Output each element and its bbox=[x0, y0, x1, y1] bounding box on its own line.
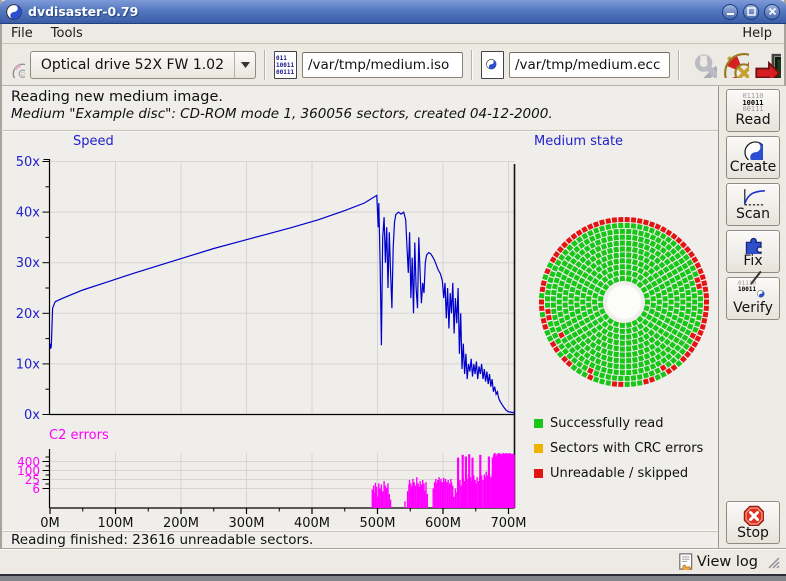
puzzle-icon bbox=[743, 235, 763, 254]
stop-button[interactable]: Stop bbox=[726, 501, 780, 544]
svg-text:0x: 0x bbox=[24, 408, 40, 423]
create-button[interactable]: Create bbox=[726, 136, 780, 179]
read-button[interactable]: 01110 10011 00111 Read bbox=[726, 89, 780, 132]
main-panel: Reading new medium image. Medium "Exampl… bbox=[3, 86, 719, 548]
svg-text:100M: 100M bbox=[97, 516, 133, 531]
create-yinyang-icon bbox=[744, 141, 763, 160]
stop-octagon-icon bbox=[743, 505, 764, 526]
optical-drive-icon bbox=[12, 51, 25, 78]
close-icon bbox=[768, 7, 776, 16]
chart-area: 0x 10x 20x 30x 40x 50x 6 25 100 400 0M 100M 200M 300M… bbox=[3, 131, 718, 531]
exit-door-icon bbox=[755, 52, 781, 78]
log-document-icon bbox=[677, 553, 694, 570]
status-line2: Medium "Example disc": CD-ROM mode 1, 36… bbox=[11, 106, 553, 122]
svg-text:700M: 700M bbox=[490, 516, 526, 531]
window-bottom-edge bbox=[0, 574, 786, 581]
statusbar: View log bbox=[0, 548, 786, 574]
medium-state-title: Medium state bbox=[534, 134, 624, 149]
verify-icon: 01110 10011 bbox=[738, 270, 768, 301]
svg-text:200M: 200M bbox=[163, 516, 199, 531]
legend-swatch-red bbox=[534, 469, 543, 478]
scan-plot-icon bbox=[741, 188, 765, 207]
chevron-down-icon bbox=[240, 61, 250, 68]
svg-text:400M: 400M bbox=[294, 516, 330, 531]
maximize-button[interactable] bbox=[743, 3, 759, 20]
c2-error-bars bbox=[371, 453, 515, 508]
window-title: dvdisaster-0.79 bbox=[28, 4, 139, 19]
ecc-path-input[interactable] bbox=[509, 51, 670, 78]
view-log-button[interactable]: View log bbox=[677, 553, 758, 570]
app-logo-yinyang-icon bbox=[6, 4, 22, 20]
svg-text:400: 400 bbox=[17, 455, 40, 469]
legend-swatch-green bbox=[534, 419, 543, 428]
toolbar-separator bbox=[264, 49, 266, 80]
svg-text:10x: 10x bbox=[16, 357, 41, 372]
medium-state-disc bbox=[539, 217, 709, 387]
svg-text:500M: 500M bbox=[359, 516, 395, 531]
menu-file[interactable]: File bbox=[11, 26, 33, 41]
drive-selector-value: Optical drive 52X FW 1.02 bbox=[40, 56, 224, 73]
minimize-icon bbox=[726, 13, 734, 15]
svg-text:300M: 300M bbox=[228, 516, 264, 531]
status-block: Reading new medium image. Medium "Exampl… bbox=[3, 86, 718, 131]
toolbar: Optical drive 52X FW 1.02 011 10011 0011… bbox=[2, 44, 784, 86]
ecc-file-icon bbox=[481, 50, 504, 79]
svg-text:40x: 40x bbox=[16, 206, 41, 221]
speed-chart-title: Speed bbox=[73, 134, 114, 149]
legend-item: Unreadable / skipped bbox=[534, 466, 703, 481]
iso-path-input[interactable] bbox=[302, 51, 463, 78]
status-line1: Reading new medium image. bbox=[11, 89, 224, 105]
verify-button[interactable]: 01110 10011 Verify bbox=[726, 270, 780, 320]
preferences-button[interactable] bbox=[691, 51, 717, 78]
fix-button[interactable]: Fix bbox=[726, 230, 780, 273]
result-status: Reading finished: 23616 unreadable secto… bbox=[3, 531, 718, 548]
scan-button[interactable]: Scan bbox=[726, 183, 780, 226]
tools-icon bbox=[691, 52, 717, 78]
minimize-button[interactable] bbox=[722, 3, 738, 20]
svg-text:0M: 0M bbox=[40, 516, 60, 531]
svg-text:6: 6 bbox=[32, 482, 40, 496]
speed-curve bbox=[49, 194, 515, 414]
titlebar[interactable]: dvdisaster-0.79 bbox=[0, 0, 786, 24]
toolbar-separator bbox=[678, 49, 680, 80]
menubar: File Tools Help bbox=[2, 24, 784, 44]
verify-yinyang-icon bbox=[757, 290, 768, 301]
legend-item: Successfully read bbox=[534, 416, 703, 431]
drive-selector[interactable]: Optical drive 52X FW 1.02 bbox=[29, 50, 256, 79]
maximize-icon bbox=[746, 7, 756, 16]
lifebuoy-icon bbox=[723, 52, 749, 78]
action-sidebar: 01110 10011 00111 Read Create Scan Fix 0… bbox=[720, 86, 786, 548]
iso-file-icon: 011 10011 00111 bbox=[274, 50, 297, 79]
svg-text:100: 100 bbox=[17, 464, 40, 478]
drive-selector-arrow[interactable] bbox=[234, 51, 255, 78]
menu-tools[interactable]: Tools bbox=[50, 26, 83, 41]
svg-text:20x: 20x bbox=[16, 307, 41, 322]
svg-text:30x: 30x bbox=[16, 256, 41, 271]
medium-state-legend: Successfully read Sectors with CRC error… bbox=[534, 416, 703, 491]
svg-text:50x: 50x bbox=[16, 155, 41, 170]
svg-text:25: 25 bbox=[25, 473, 40, 487]
svg-text:600M: 600M bbox=[425, 516, 461, 531]
help-button[interactable] bbox=[723, 51, 749, 78]
resize-grip[interactable] bbox=[766, 555, 780, 569]
c2-chart-title: C2 errors bbox=[49, 428, 109, 443]
close-button[interactable] bbox=[764, 3, 780, 20]
legend-item: Sectors with CRC errors bbox=[534, 441, 703, 456]
legend-swatch-orange bbox=[534, 444, 543, 453]
quit-button[interactable] bbox=[755, 51, 781, 78]
toolbar-separator bbox=[471, 49, 473, 80]
menu-help[interactable]: Help bbox=[742, 26, 772, 41]
ecc-yinyang-icon bbox=[486, 59, 499, 72]
read-binary-icon: 01110 10011 00111 bbox=[742, 92, 764, 114]
